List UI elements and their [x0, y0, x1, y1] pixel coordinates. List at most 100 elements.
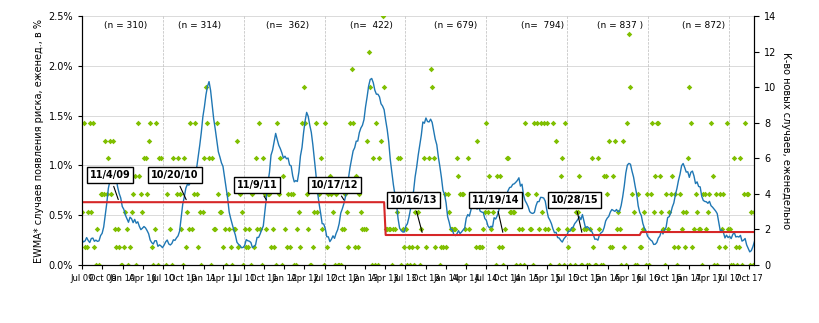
Point: [512, 227, 525, 232]
Point: [255, 262, 268, 267]
Point: [423, 67, 437, 72]
Point: [378, 227, 391, 232]
Point: [283, 245, 296, 250]
Point: [296, 85, 310, 90]
Point: [100, 191, 113, 196]
Point: [637, 209, 650, 214]
Point: [646, 209, 659, 214]
Point: [119, 209, 132, 214]
Point: [152, 156, 165, 161]
Point: [696, 191, 709, 196]
Point: [733, 156, 746, 161]
Point: [326, 209, 339, 214]
Point: [663, 191, 676, 196]
Point: [509, 262, 522, 267]
Point: [392, 156, 405, 161]
Point: [530, 120, 543, 125]
Point: [136, 209, 149, 214]
Point: [603, 245, 616, 250]
Point: [388, 227, 401, 232]
Point: [481, 209, 494, 214]
Point: [589, 262, 602, 267]
Point: [472, 245, 485, 250]
Point: [608, 138, 621, 143]
Point: [585, 156, 598, 161]
Point: [532, 227, 545, 232]
Point: [208, 227, 221, 232]
Point: [210, 120, 223, 125]
Point: [340, 209, 353, 214]
Point: [726, 262, 739, 267]
Point: [662, 209, 675, 214]
Point: [275, 262, 288, 267]
Point: [215, 209, 228, 214]
Point: [400, 262, 414, 267]
Point: [383, 227, 396, 232]
Point: [541, 227, 554, 232]
Point: [366, 156, 379, 161]
Point: [348, 245, 361, 250]
Point: [557, 262, 570, 267]
Point: [501, 156, 514, 161]
Point: [352, 191, 365, 196]
Point: [634, 245, 647, 250]
Point: [710, 262, 723, 267]
Point: [133, 173, 146, 179]
Point: [550, 227, 563, 232]
Point: [218, 227, 231, 232]
Point: [722, 227, 735, 232]
Point: [707, 262, 720, 267]
Point: [164, 227, 177, 232]
Point: [287, 262, 301, 267]
Point: [674, 227, 687, 232]
Point: [430, 191, 443, 196]
Point: [236, 262, 249, 267]
Point: [636, 227, 649, 232]
Point: [312, 191, 325, 196]
Point: [465, 191, 478, 196]
Point: [247, 245, 260, 250]
Point: [643, 191, 656, 196]
Point: [632, 245, 645, 250]
Point: [446, 227, 459, 232]
Point: [337, 227, 350, 232]
Text: (n = 872): (n = 872): [681, 21, 725, 30]
Point: [117, 245, 130, 250]
Point: [265, 245, 278, 250]
Point: [510, 191, 523, 196]
Point: [286, 191, 299, 196]
Point: [202, 156, 215, 161]
Point: [317, 262, 330, 267]
Point: [150, 120, 163, 125]
Point: [726, 156, 740, 161]
Point: [529, 191, 542, 196]
Point: [420, 191, 433, 196]
Point: [131, 120, 144, 125]
Point: [599, 173, 612, 179]
Point: [138, 156, 151, 161]
Point: [535, 209, 548, 214]
Point: [171, 156, 184, 161]
Point: [216, 245, 229, 250]
Point: [730, 262, 743, 267]
Point: [263, 191, 276, 196]
Point: [410, 245, 423, 250]
Point: [93, 262, 106, 267]
Point: [404, 262, 417, 267]
Point: [444, 227, 457, 232]
Y-axis label: EWMA* случаев появления риска, еженед., в %: EWMA* случаев появления риска, еженед., …: [34, 18, 44, 263]
Point: [554, 173, 567, 179]
Point: [306, 245, 319, 250]
Point: [495, 245, 508, 250]
Point: [685, 245, 698, 250]
Point: [462, 227, 475, 232]
Point: [464, 191, 477, 196]
Point: [592, 227, 605, 232]
Point: [391, 156, 404, 161]
Point: [98, 138, 111, 143]
Point: [671, 245, 684, 250]
Point: [284, 191, 297, 196]
Point: [102, 156, 115, 161]
Point: [120, 227, 133, 232]
Point: [355, 227, 369, 232]
